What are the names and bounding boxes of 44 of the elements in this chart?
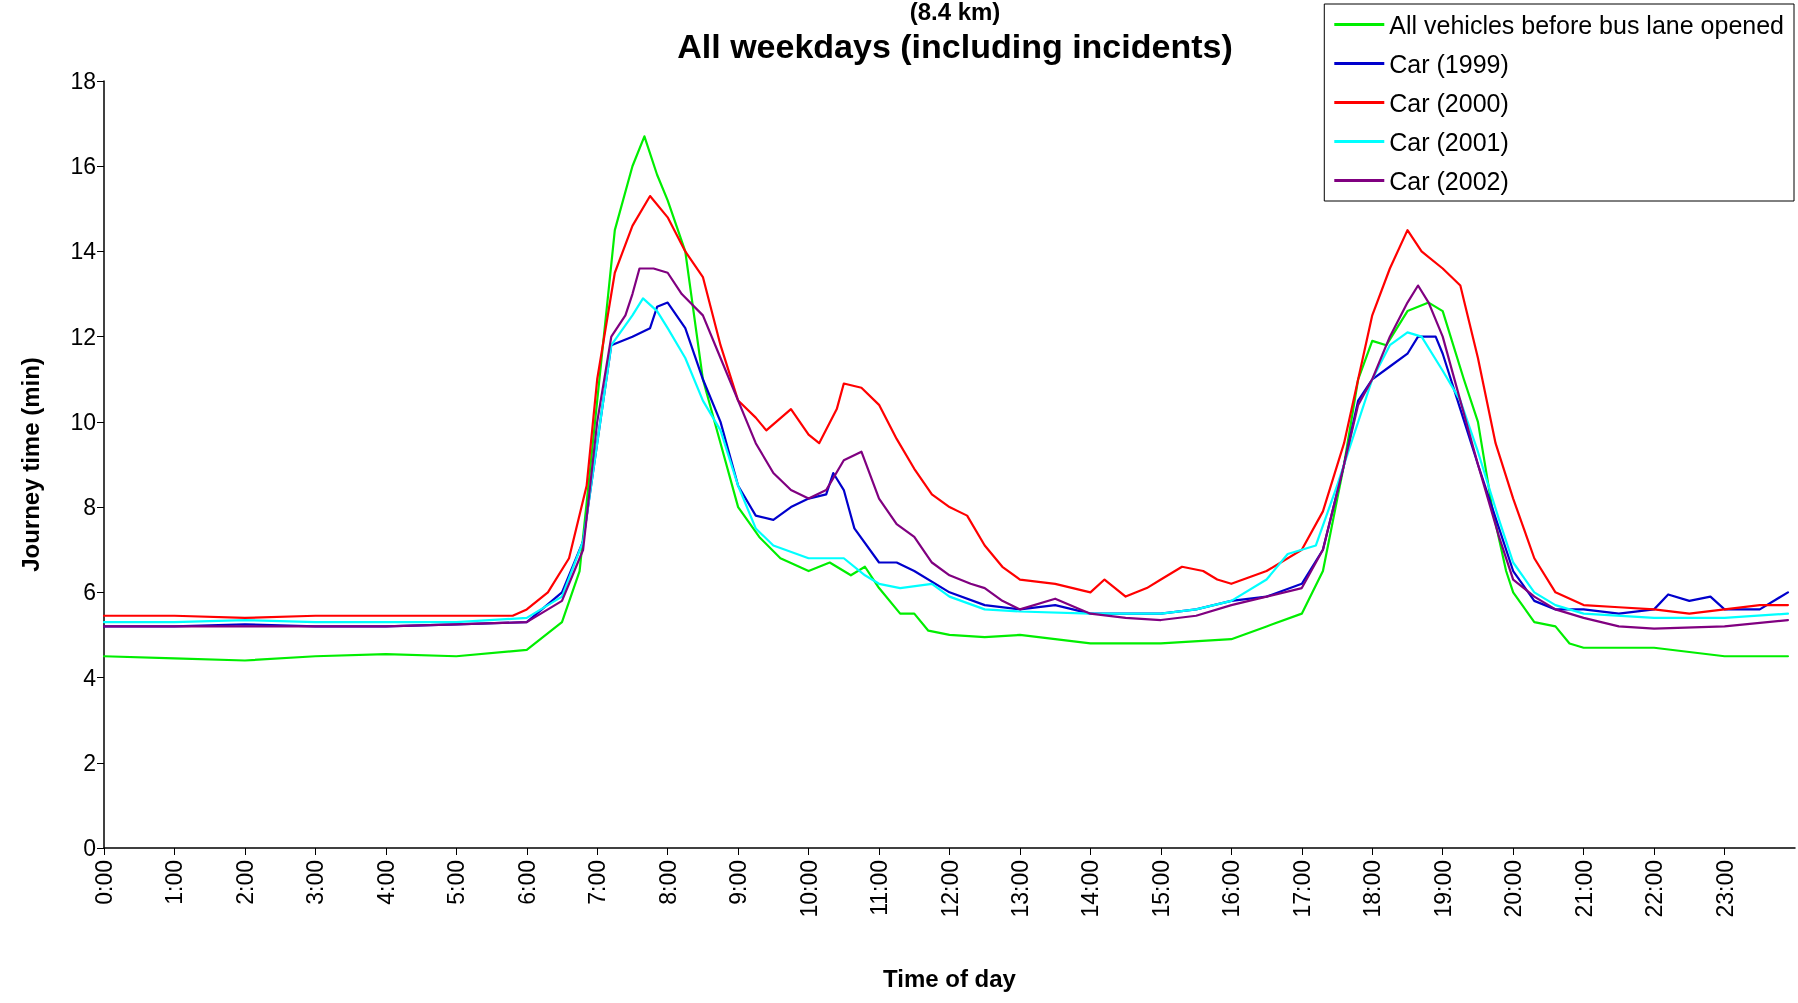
x-tick-label: 22:00: [1641, 860, 1668, 918]
x-tick-label: 12:00: [936, 860, 963, 918]
x-tick-label: 14:00: [1077, 860, 1104, 918]
legend-label: Car (2001): [1389, 127, 1509, 156]
x-tick-label: 11:00: [866, 860, 893, 916]
x-tick-label: 3:00: [302, 860, 329, 905]
chart-subtitle: All weekdays (including incidents): [677, 27, 1233, 65]
x-tick-label: 16:00: [1218, 860, 1245, 918]
x-tick-label: 13:00: [1006, 860, 1033, 918]
x-tick-label: 5:00: [443, 860, 470, 905]
y-tick-label: 14: [70, 238, 97, 265]
legend-label: Car (2000): [1389, 88, 1509, 117]
x-tick-label: 0:00: [91, 860, 117, 905]
x-tick-label: 7:00: [584, 860, 611, 905]
legend-label: Car (1999): [1389, 49, 1509, 78]
x-tick-label: 19:00: [1429, 860, 1456, 918]
y-tick-label: 4: [83, 664, 97, 691]
legend-label: Car (2002): [1389, 166, 1509, 195]
y-tick-label: 12: [70, 323, 96, 350]
x-tick-label: 8:00: [654, 860, 681, 905]
x-axis-title: Time of day: [883, 964, 1017, 992]
legend-label: All vehicles before bus lane opened: [1389, 10, 1784, 39]
x-tick-label: 1:00: [161, 860, 188, 905]
x-tick-label: 18:00: [1359, 860, 1386, 918]
x-tick-label: 17:00: [1288, 860, 1315, 918]
x-tick-label: 21:00: [1570, 860, 1597, 918]
y-tick-label: 0: [83, 835, 96, 861]
x-tick-label: 15:00: [1147, 860, 1174, 918]
x-tick-label: 10:00: [795, 860, 822, 918]
x-tick-label: 4:00: [372, 860, 399, 905]
x-tick-label: 20:00: [1500, 860, 1527, 918]
y-tick-label: 18: [70, 68, 96, 94]
y-axis-title: Journey time (min): [16, 357, 44, 572]
y-tick-label: 10: [70, 408, 96, 435]
y-tick-label: 2: [83, 749, 96, 776]
y-tick-label: 16: [70, 153, 96, 180]
chart-title: (8.4 km): [909, 0, 1001, 25]
x-tick-label: 23:00: [1711, 860, 1738, 918]
y-tick-label: 6: [83, 579, 96, 606]
x-tick-label: 9:00: [725, 860, 752, 905]
y-tick-label: 8: [83, 494, 96, 521]
x-tick-label: 6:00: [513, 860, 540, 905]
line-series: [102, 194, 1790, 619]
x-tick-label: 2:00: [231, 860, 258, 905]
